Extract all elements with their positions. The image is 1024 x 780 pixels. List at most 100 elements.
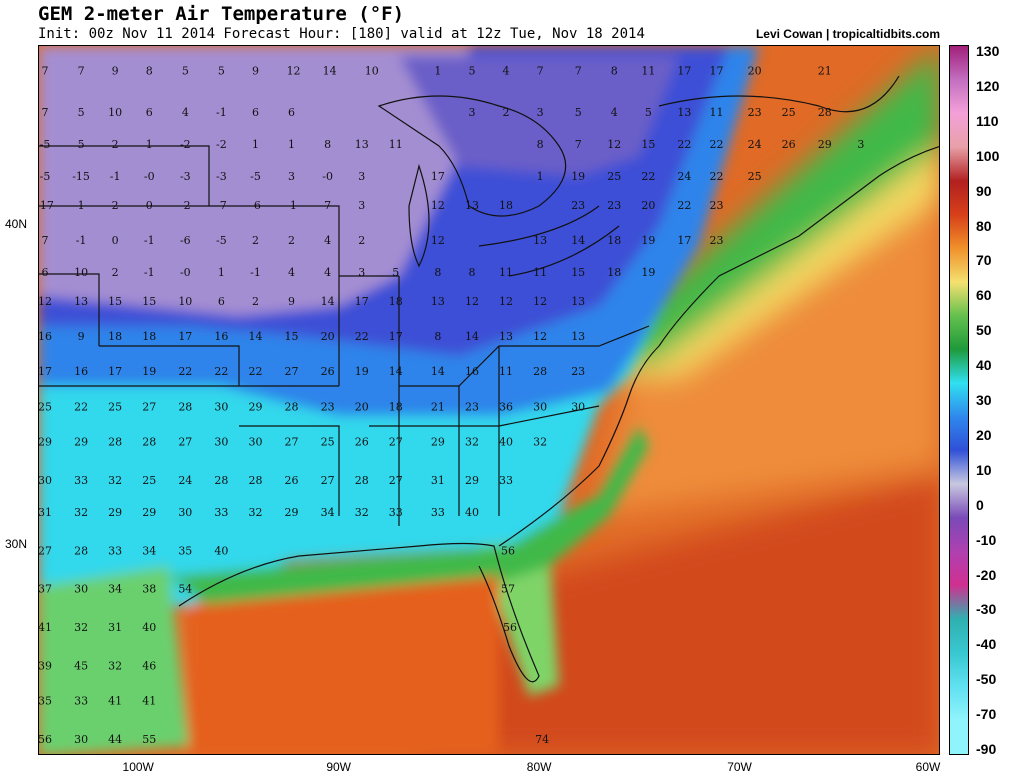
temperature-value: 23 — [571, 199, 585, 212]
temperature-value: 20 — [355, 400, 369, 413]
color-bar-segment — [950, 652, 968, 687]
temperature-value: 30 — [74, 733, 88, 746]
temperature-value: 33 — [431, 506, 445, 519]
temperature-value: 8 — [146, 65, 153, 78]
temperature-value: -0 — [144, 170, 155, 183]
temperature-value: -1 — [216, 106, 227, 119]
temperature-value: -2 — [216, 138, 227, 151]
temperature-value: 7 — [42, 234, 49, 247]
temperature-value: 16 — [74, 365, 88, 378]
temperature-value: 5 — [645, 106, 652, 119]
temperature-value: 22 — [710, 138, 724, 151]
temperature-value: 56 — [39, 733, 52, 746]
temperature-value: 11 — [533, 266, 547, 279]
temperature-value: 10 — [365, 65, 379, 78]
temperature-value: -17 — [39, 199, 54, 212]
temperature-value: 32 — [465, 436, 479, 449]
color-bar — [949, 45, 969, 755]
temperature-value: 20 — [748, 65, 762, 78]
temperature-value: 29 — [248, 400, 262, 413]
temperature-value: 13 — [355, 138, 369, 151]
temperature-value: 4 — [324, 234, 331, 247]
temperature-value: 14 — [248, 330, 262, 343]
temperature-value: 35 — [39, 695, 52, 708]
temperature-value: 26 — [321, 365, 335, 378]
temperature-value: 32 — [108, 659, 122, 672]
temperature-value: 35 — [178, 544, 192, 557]
temperature-value: 15 — [641, 138, 655, 151]
temperature-value: 2 — [112, 138, 119, 151]
color-bar-tick-label: 70 — [976, 252, 992, 269]
temperature-value: -5 — [40, 138, 51, 151]
temperature-value: 33 — [108, 544, 122, 557]
temperature-value: 32 — [533, 436, 547, 449]
color-bar-tick-label: 50 — [976, 322, 992, 339]
temperature-value: 28 — [214, 474, 228, 487]
temperature-value: 1 — [78, 199, 85, 212]
temperature-value: 1 — [537, 170, 544, 183]
temperature-value: 29 — [142, 506, 156, 519]
temperature-value: 4 — [182, 106, 189, 119]
temperature-value: 25 — [748, 170, 762, 183]
temperature-value: 3 — [857, 138, 864, 151]
temperature-value: 12 — [431, 199, 445, 212]
temperature-value: 3 — [537, 106, 544, 119]
temperature-value: 27 — [178, 436, 192, 449]
color-bar-tick-label: -30 — [976, 601, 997, 618]
latitude-label: 40N — [5, 217, 28, 232]
color-bar-segment — [950, 551, 968, 586]
temperature-value: 27 — [389, 436, 403, 449]
temperature-value: -0 — [322, 170, 333, 183]
color-bar-tick-label: 90 — [976, 182, 992, 199]
temperature-value: 6 — [146, 106, 153, 119]
color-bar-segment — [950, 214, 968, 249]
map-points-layer: 7 7 9 8 5 5 9 12 14 10 1 5 4 7 7 8 11 17 17 20 217 5 10 6 4 -1 6 6 3… — [39, 65, 864, 746]
temperature-value: -3 — [180, 170, 191, 183]
color-bar-tick-label: -10 — [976, 531, 997, 548]
temperature-value: -7 — [216, 199, 227, 212]
temperature-value: 12 — [287, 65, 301, 78]
temperature-value: 8 — [611, 65, 618, 78]
temperature-value: 17 — [677, 234, 691, 247]
temperature-value: 2 — [358, 234, 365, 247]
color-bar-tick-label: 80 — [976, 217, 992, 234]
temperature-value: 28 — [285, 400, 299, 413]
temperature-value: 5 — [575, 106, 582, 119]
temperature-value: 7 — [42, 65, 49, 78]
temperature-value: 8 — [324, 138, 331, 151]
temperature-value: 27 — [285, 436, 299, 449]
temperature-value: 13 — [499, 330, 513, 343]
temperature-value: -1 — [144, 266, 155, 279]
color-bar-tick-label: 100 — [976, 147, 1000, 164]
temperature-value: 28 — [533, 365, 547, 378]
temperature-value: 17 — [677, 65, 691, 78]
temperature-value: 27 — [39, 544, 52, 557]
temperature-value: 18 — [389, 400, 403, 413]
color-bar-segment — [950, 315, 968, 350]
temperature-value: 3 — [358, 170, 365, 183]
temperature-value: 7 — [575, 65, 582, 78]
temperature-value: 22 — [677, 138, 691, 151]
temperature-value: 45 — [74, 659, 88, 672]
temperature-value: 16 — [214, 330, 228, 343]
temperature-value: -1 — [144, 234, 155, 247]
temperature-value: -5 — [40, 170, 51, 183]
temperature-value: 8 — [537, 138, 544, 151]
temperature-value: -5 — [216, 234, 227, 247]
color-bar-tick-label: -90 — [976, 741, 997, 757]
temperature-map: 7 7 9 8 5 5 9 12 14 10 1 5 4 7 7 8 11 17 17 20 21 7 5 10 6 4 -1 6 6 3… — [38, 45, 940, 755]
temperature-value: 33 — [74, 695, 88, 708]
color-bar-tick-label: 30 — [976, 392, 992, 408]
temperature-value: 18 — [108, 330, 122, 343]
temperature-value: 39 — [39, 659, 52, 672]
temperature-value: -2 — [180, 199, 191, 212]
temperature-value: 40 — [214, 544, 228, 557]
temperature-value: 32 — [248, 506, 262, 519]
temperature-value: 5 — [392, 266, 399, 279]
temperature-value: 8 — [468, 266, 475, 279]
temperature-value: 30 — [571, 400, 585, 413]
temperature-value: 41 — [39, 621, 52, 634]
chart-subtitle: Init: 00z Nov 11 2014 Forecast Hour: [18… — [38, 26, 645, 42]
temperature-value: 14 — [571, 234, 585, 247]
temperature-value: 9 — [288, 295, 295, 308]
